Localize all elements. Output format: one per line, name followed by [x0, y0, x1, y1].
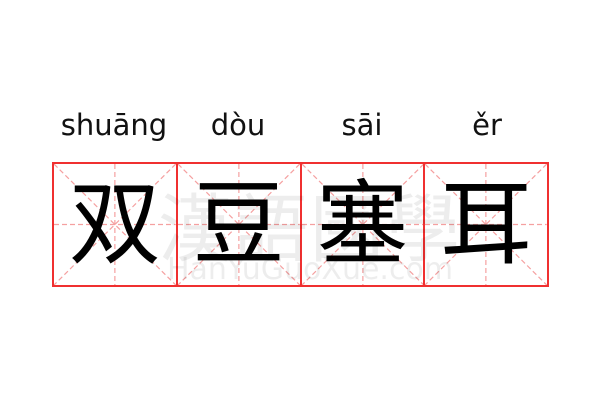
guide-line [178, 164, 300, 285]
guide-lines [178, 164, 300, 285]
character-cell: 豆 [178, 164, 302, 285]
character-4: 耳 [440, 170, 533, 278]
pinyin-3: sāi [341, 108, 383, 142]
character-cell: 双 [54, 164, 178, 285]
guide-lines [302, 164, 424, 285]
guide-line [425, 164, 547, 285]
guide-line [302, 164, 424, 285]
guide-line [425, 164, 547, 285]
guide-line [302, 164, 424, 285]
pinyin-2: dòu [210, 108, 266, 142]
guide-lines [54, 164, 176, 285]
character-cell: 塞 [302, 164, 426, 285]
character-grid: 双 豆 塞 耳 [52, 162, 549, 287]
character-cell: 耳 [425, 164, 547, 285]
pinyin-1: shuāng [60, 108, 168, 142]
pinyin-4: ěr [472, 108, 502, 142]
guide-line [54, 164, 176, 285]
character-2: 豆 [192, 170, 285, 278]
guide-line [178, 164, 300, 285]
guide-lines [425, 164, 547, 285]
character-1: 双 [68, 170, 161, 278]
character-3: 塞 [316, 170, 409, 278]
guide-line [54, 164, 176, 285]
